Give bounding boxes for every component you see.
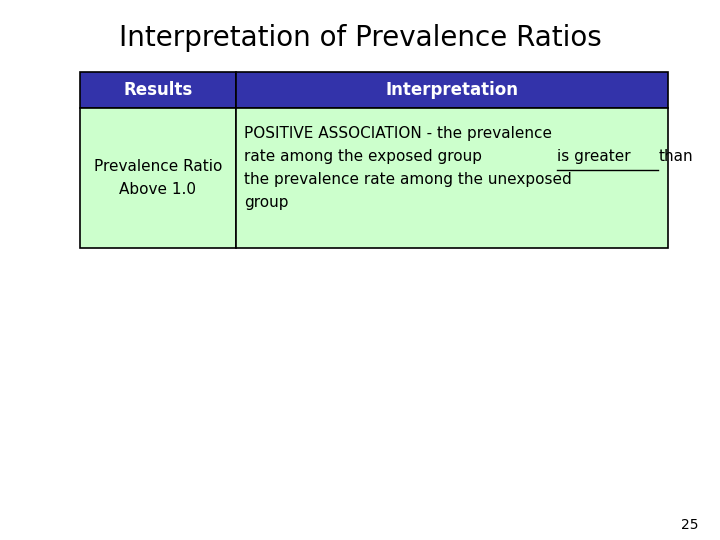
Text: Results: Results xyxy=(123,81,192,99)
Bar xyxy=(80,108,236,248)
Bar xyxy=(236,72,668,108)
Text: Interpretation: Interpretation xyxy=(385,81,518,99)
Text: is greater: is greater xyxy=(557,149,636,164)
Bar xyxy=(236,108,668,248)
Text: POSITIVE ASSOCIATION - the prevalence: POSITIVE ASSOCIATION - the prevalence xyxy=(244,126,552,141)
Text: rate among the exposed group: rate among the exposed group xyxy=(244,149,487,164)
Text: Interpretation of Prevalence Ratios: Interpretation of Prevalence Ratios xyxy=(119,24,601,52)
Bar xyxy=(80,72,236,108)
Text: than: than xyxy=(659,149,693,164)
Text: group: group xyxy=(244,195,288,210)
Text: Prevalence Ratio
Above 1.0: Prevalence Ratio Above 1.0 xyxy=(94,159,222,197)
Text: the prevalence rate among the unexposed: the prevalence rate among the unexposed xyxy=(244,172,572,187)
Text: 25: 25 xyxy=(681,518,698,532)
